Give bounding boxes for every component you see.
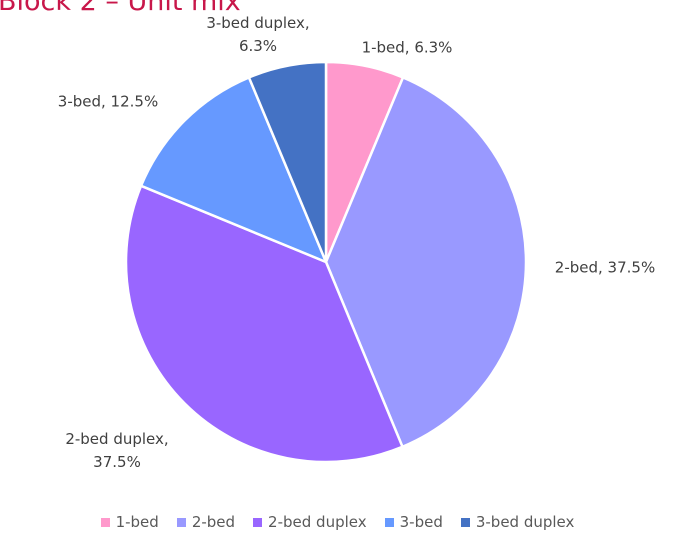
data-label: 3-bed duplex, 6.3% — [206, 14, 310, 55]
legend-label: 3-bed — [399, 513, 443, 531]
data-label: 3-bed, 12.5% — [57, 92, 159, 111]
pie-slice — [124, 184, 405, 464]
legend: 1-bed 2-bed 2-bed duplex 3-bed 3-bed duplex — [0, 513, 675, 531]
chart-title: Block 2 – Unit mix — [0, 0, 241, 17]
data-label: 2-bed, 37.5% — [554, 258, 656, 277]
legend-swatch — [253, 517, 263, 527]
data-label: 1-bed, 6.3% — [361, 38, 453, 57]
legend-item: 2-bed — [176, 513, 236, 531]
legend-item: 3-bed duplex — [460, 513, 575, 531]
legend-label: 3-bed duplex — [475, 513, 575, 531]
legend-label: 1-bed — [115, 513, 159, 531]
pie-slice — [324, 75, 528, 449]
legend-swatch — [460, 517, 470, 527]
legend-swatch — [100, 517, 110, 527]
legend-label: 2-bed — [191, 513, 236, 531]
legend-item: 3-bed — [384, 513, 443, 531]
pie-slice — [247, 60, 328, 263]
legend-label: 2-bed duplex — [268, 513, 367, 531]
pie-slice — [139, 75, 329, 265]
data-label: 2-bed duplex, 37.5% — [65, 430, 169, 471]
legend-swatch — [384, 517, 394, 527]
legend-item: 2-bed duplex — [253, 513, 367, 531]
legend-item: 1-bed — [100, 513, 159, 531]
legend-swatch — [176, 517, 186, 527]
